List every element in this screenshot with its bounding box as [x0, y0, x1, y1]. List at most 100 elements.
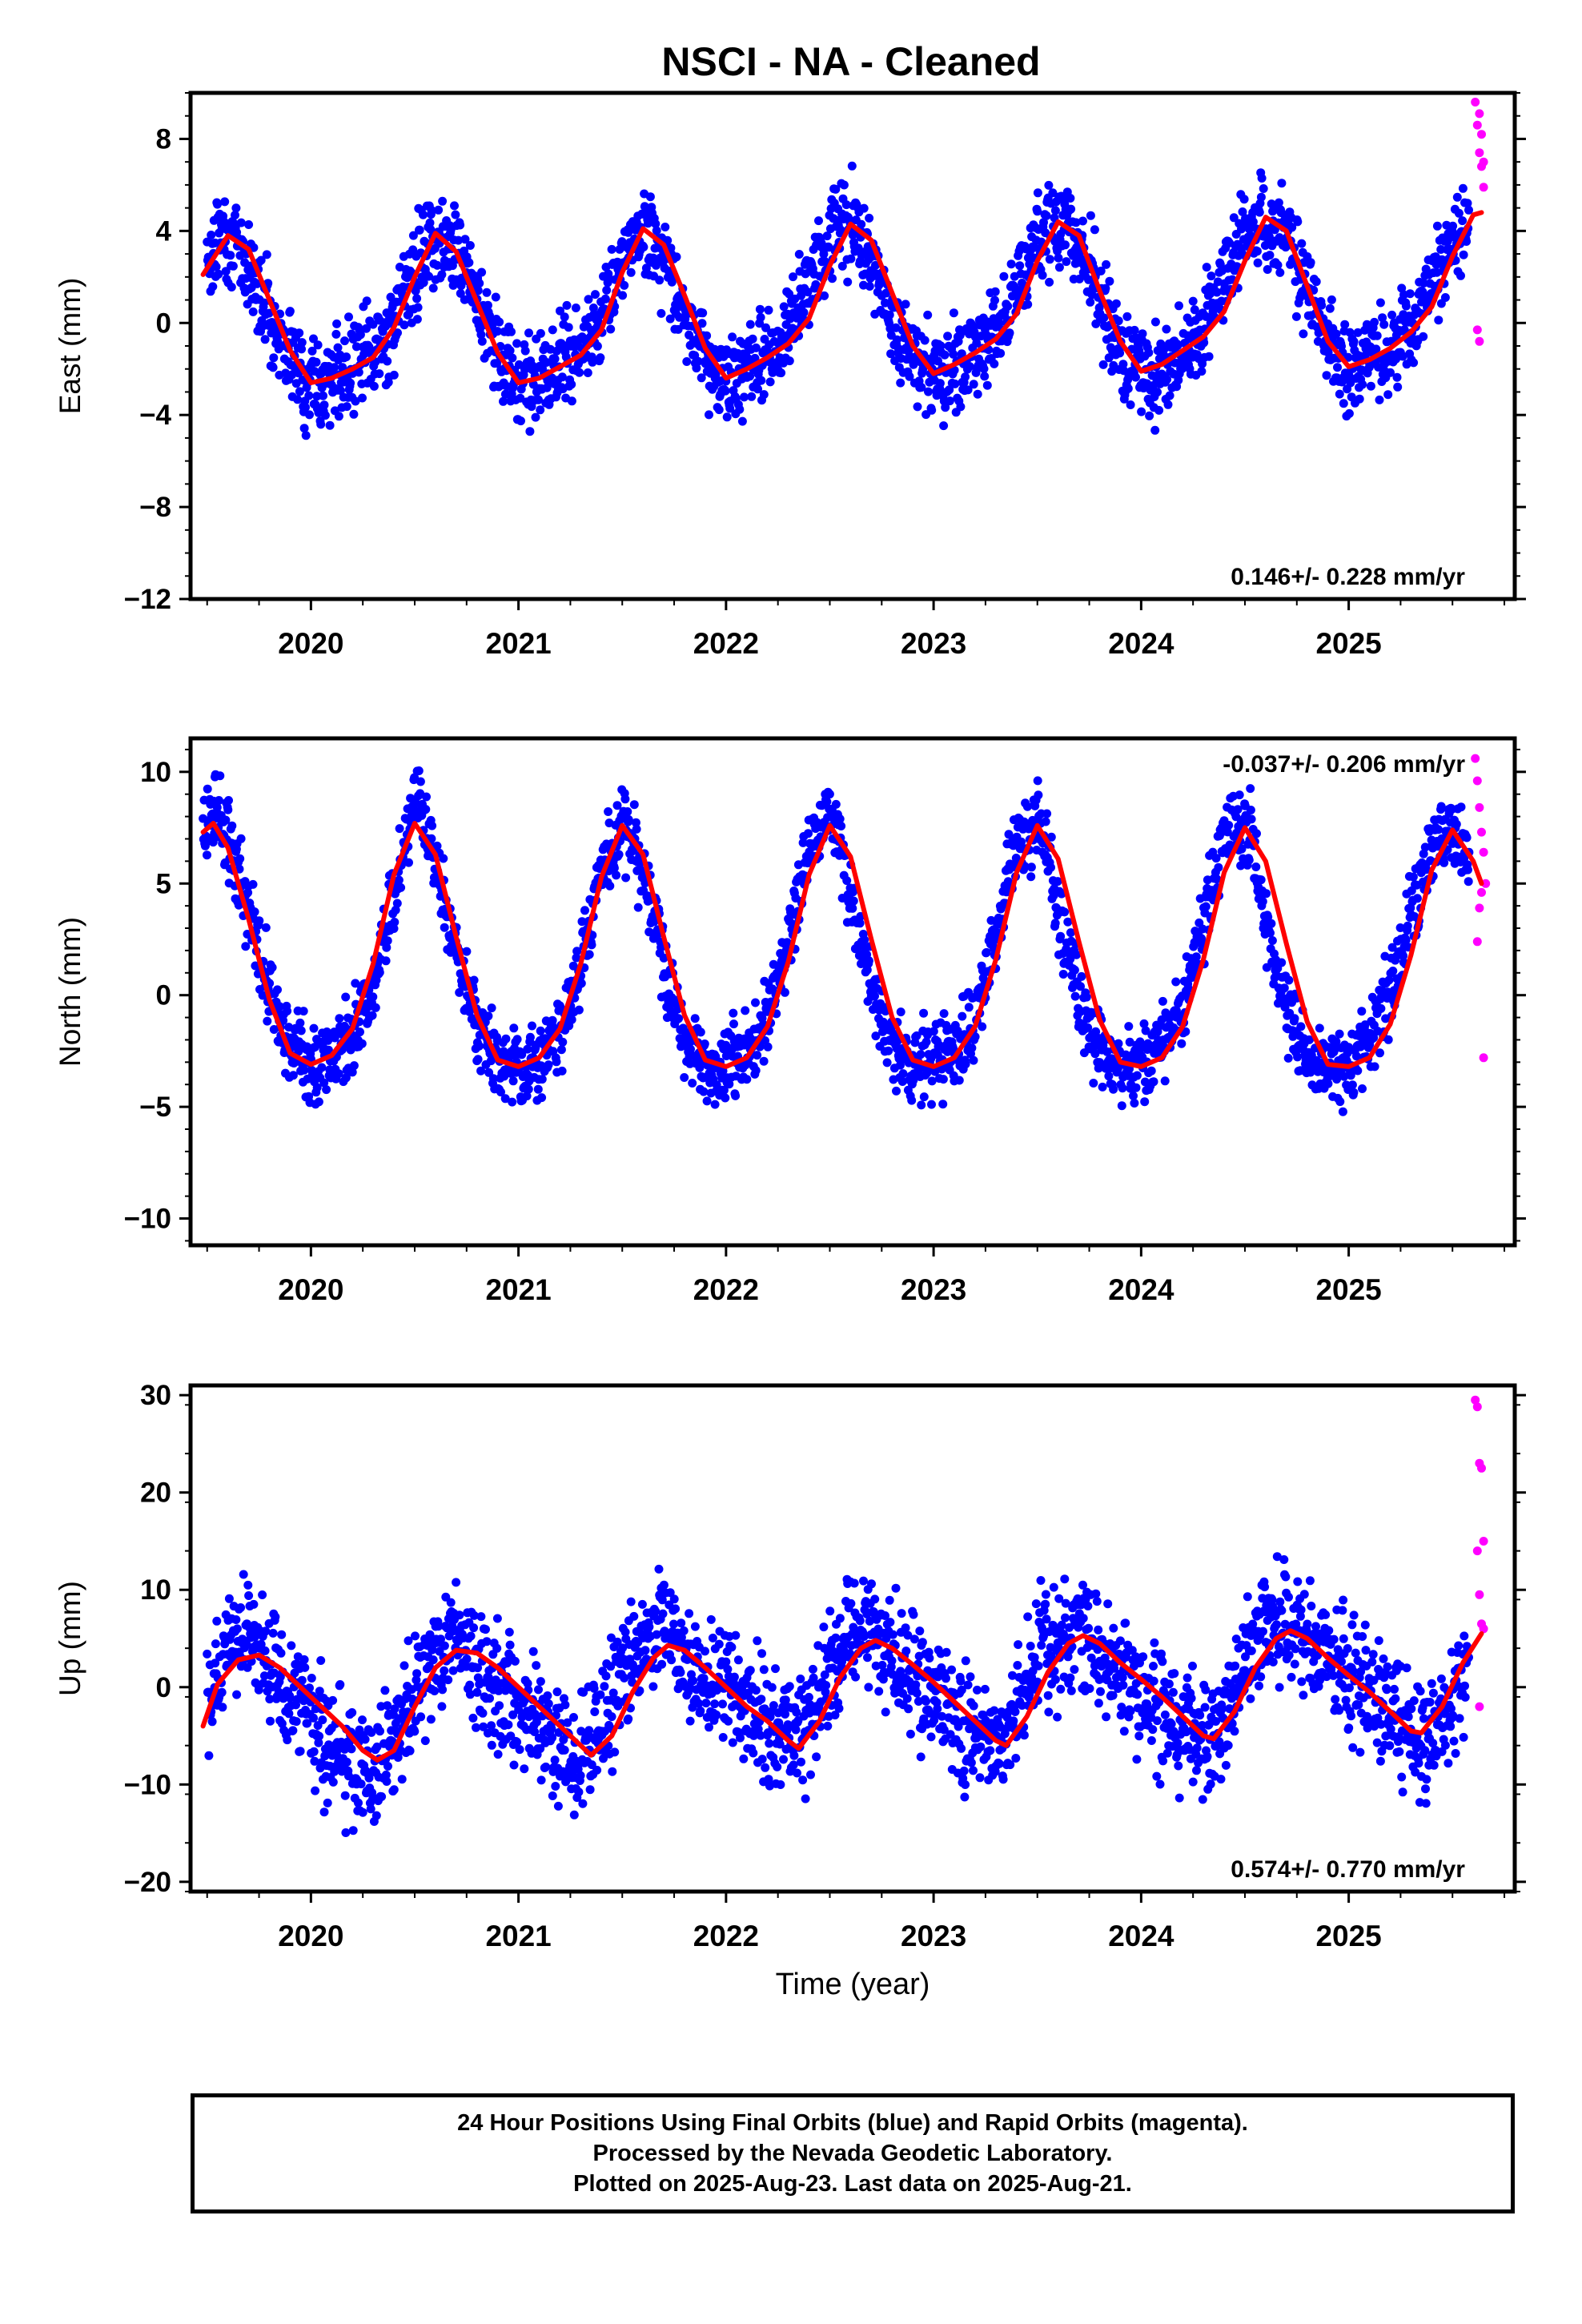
east-final-point	[1104, 353, 1114, 363]
up-final-point	[320, 1751, 330, 1761]
north-final-point	[243, 888, 253, 898]
north-ytick-label: 10	[140, 757, 171, 788]
north-rapid-point	[1477, 887, 1486, 897]
east-final-point	[531, 412, 540, 422]
north-final-point	[927, 1100, 936, 1109]
east-final-point	[1440, 293, 1450, 302]
up-final-point	[377, 1792, 387, 1801]
east-final-point	[1459, 250, 1468, 259]
east-final-point	[1463, 199, 1472, 208]
up-final-point	[318, 1715, 327, 1725]
up-final-point	[341, 1828, 351, 1837]
north-final-point	[751, 1066, 761, 1076]
east-final-point	[1265, 251, 1275, 260]
east-final-point	[309, 334, 318, 344]
north-final-point	[1246, 806, 1255, 814]
north-final-point	[1026, 872, 1036, 882]
east-final-point	[1204, 352, 1214, 361]
east-final-point	[354, 368, 363, 377]
north-final-point	[1022, 802, 1032, 811]
east-final-point	[857, 219, 866, 229]
north-final-point	[884, 1046, 893, 1055]
east-final-point	[949, 308, 958, 318]
east-final-point	[564, 323, 573, 332]
north-final-point	[605, 881, 615, 891]
east-final-point	[567, 396, 576, 406]
east-final-point	[295, 328, 304, 338]
north-final-point	[1420, 842, 1430, 852]
east-final-point	[1126, 400, 1135, 409]
east-final-point	[542, 358, 551, 367]
north-final-point	[1057, 889, 1066, 899]
east-final-point	[1291, 312, 1301, 321]
east-final-point	[362, 324, 371, 333]
up-final-point	[380, 1686, 390, 1695]
east-final-point	[477, 336, 487, 346]
east-final-point	[639, 243, 648, 251]
north-final-point	[223, 805, 233, 814]
north-final-point	[695, 1063, 705, 1072]
north-final-point	[1132, 1071, 1142, 1080]
east-final-point	[836, 225, 845, 235]
east-final-point	[428, 283, 438, 293]
east-final-point	[1452, 192, 1462, 202]
up-final-point	[367, 1727, 376, 1737]
east-final-point	[1248, 217, 1258, 227]
east-ytick-label: 8	[156, 123, 171, 155]
up-final-point	[242, 1639, 251, 1649]
east-final-point	[482, 287, 492, 297]
north-final-point	[1083, 1023, 1093, 1032]
east-final-point	[891, 323, 901, 332]
east-final-point	[1333, 363, 1342, 372]
east-final-point	[520, 346, 530, 356]
north-final-point	[725, 1080, 734, 1089]
east-final-point	[765, 377, 775, 387]
north-final-point	[383, 936, 392, 946]
east-final-point	[1023, 300, 1033, 309]
east-final-point	[728, 332, 737, 342]
east-final-point	[536, 405, 545, 415]
east-final-point	[1054, 253, 1063, 263]
east-rapid-point	[1479, 183, 1488, 192]
north-final-point	[1331, 1037, 1341, 1047]
east-final-point	[451, 210, 460, 219]
east-final-point	[567, 380, 576, 389]
east-final-point	[1207, 271, 1216, 281]
east-final-point	[236, 218, 246, 227]
north-final-point	[484, 1011, 493, 1021]
east-final-point	[465, 241, 475, 250]
north-final-point	[349, 1061, 359, 1071]
up-final-point	[265, 1695, 275, 1704]
north-final-point	[719, 1085, 729, 1095]
north-final-point	[574, 1005, 584, 1015]
north-final-point	[1098, 1082, 1107, 1092]
north-final-point	[319, 1078, 329, 1088]
north-final-point	[455, 987, 464, 997]
east-final-point	[740, 392, 749, 402]
up-final-point	[277, 1630, 287, 1639]
north-final-point	[1384, 975, 1394, 985]
east-ytick-label: −4	[139, 400, 171, 431]
up-final-point	[211, 1639, 220, 1649]
east-final-point	[334, 412, 343, 421]
east-final-point	[939, 421, 949, 431]
north-rapid-point	[1477, 827, 1486, 837]
north-final-point	[1109, 1084, 1118, 1094]
up-final-point	[348, 1826, 358, 1835]
north-final-point	[1403, 921, 1412, 931]
north-final-point	[323, 1045, 333, 1055]
up-final-point	[207, 1717, 217, 1727]
east-xtick-label: 2024	[1108, 627, 1174, 660]
east-final-point	[207, 231, 216, 239]
north-final-point	[633, 903, 643, 912]
north-final-point	[375, 967, 384, 977]
north-final-point	[763, 1042, 773, 1051]
east-final-point	[525, 427, 535, 436]
east-rapid-point	[1472, 325, 1482, 335]
north-final-point	[696, 1027, 705, 1037]
east-ytick-label: 4	[156, 215, 172, 247]
up-final-point	[259, 1671, 269, 1681]
east-final-point	[923, 310, 933, 320]
north-final-point	[1077, 971, 1086, 981]
north-rapid-point	[1479, 847, 1488, 857]
